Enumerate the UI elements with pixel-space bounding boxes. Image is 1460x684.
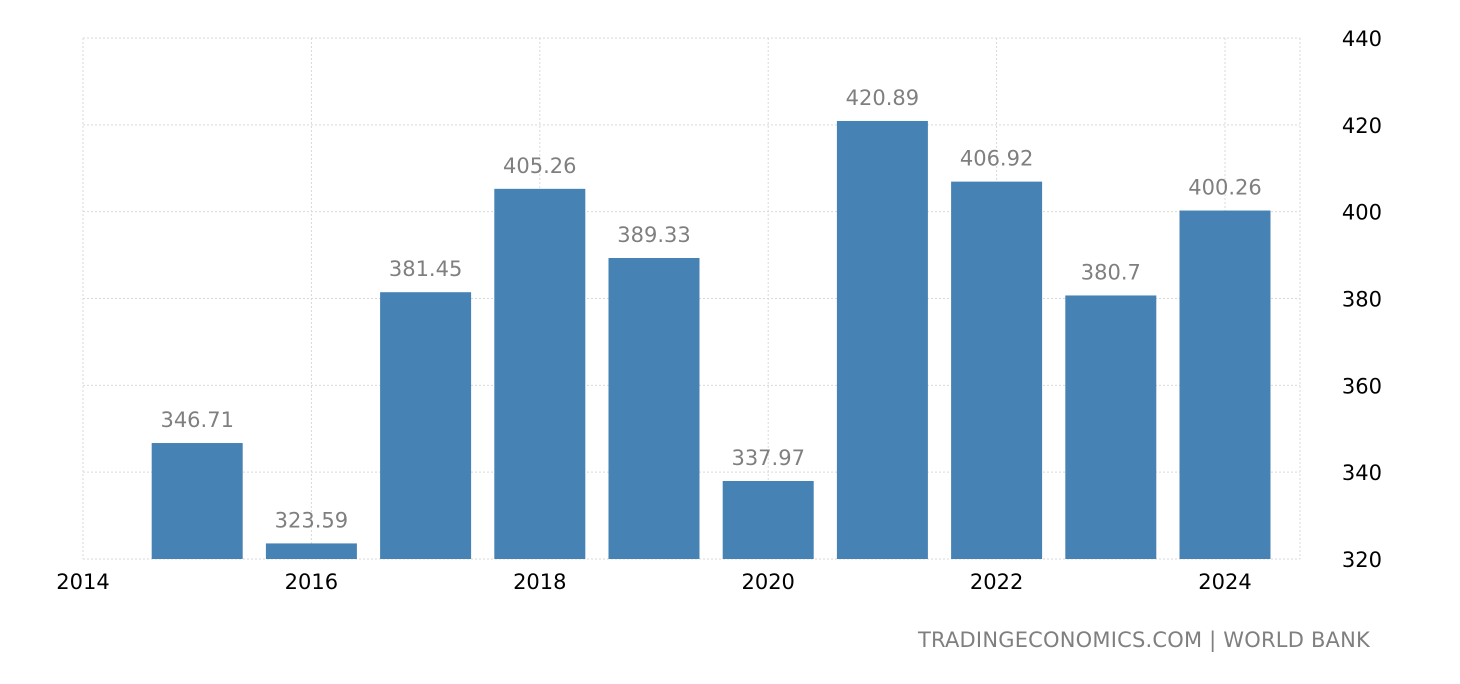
bar-2018 — [494, 188, 586, 559]
y-tick-label: 420 — [1342, 114, 1382, 138]
bar-2016 — [265, 543, 357, 559]
bar-2024 — [1179, 210, 1271, 559]
value-label-2016: 323.59 — [275, 508, 348, 532]
bar-2020 — [722, 480, 814, 559]
value-label-2018: 405.26 — [503, 154, 576, 178]
bar-2021 — [836, 120, 928, 560]
bar-2023 — [1065, 295, 1157, 559]
y-tick-label: 340 — [1342, 461, 1382, 485]
value-label-2015: 346.71 — [160, 408, 233, 432]
x-tick-label: 2018 — [513, 570, 566, 594]
value-label-2019: 389.33 — [617, 223, 690, 247]
y-tick-label: 400 — [1342, 201, 1382, 225]
value-label-2022: 406.92 — [960, 147, 1033, 171]
bar-2017 — [380, 292, 472, 559]
y-tick-label: 380 — [1342, 288, 1382, 312]
value-label-2023: 380.7 — [1081, 260, 1141, 284]
y-tick-label: 360 — [1342, 374, 1382, 398]
x-tick-label: 2022 — [970, 570, 1023, 594]
y-tick-label: 440 — [1342, 27, 1382, 51]
x-tick-label: 2024 — [1198, 570, 1251, 594]
y-tick-label: 320 — [1342, 548, 1382, 572]
x-tick-label: 2020 — [741, 570, 794, 594]
value-label-2017: 381.45 — [389, 257, 462, 281]
bar-2019 — [608, 257, 700, 559]
bar-2022 — [951, 181, 1043, 560]
bar-2015 — [151, 443, 243, 559]
source-credit: TRADINGECONOMICS.COM | WORLD BANK — [918, 628, 1370, 652]
value-label-2021: 420.89 — [846, 86, 919, 110]
value-label-2020: 337.97 — [731, 446, 804, 470]
x-tick-label: 2014 — [56, 570, 109, 594]
value-label-2024: 400.26 — [1188, 176, 1261, 200]
x-tick-label: 2016 — [285, 570, 338, 594]
